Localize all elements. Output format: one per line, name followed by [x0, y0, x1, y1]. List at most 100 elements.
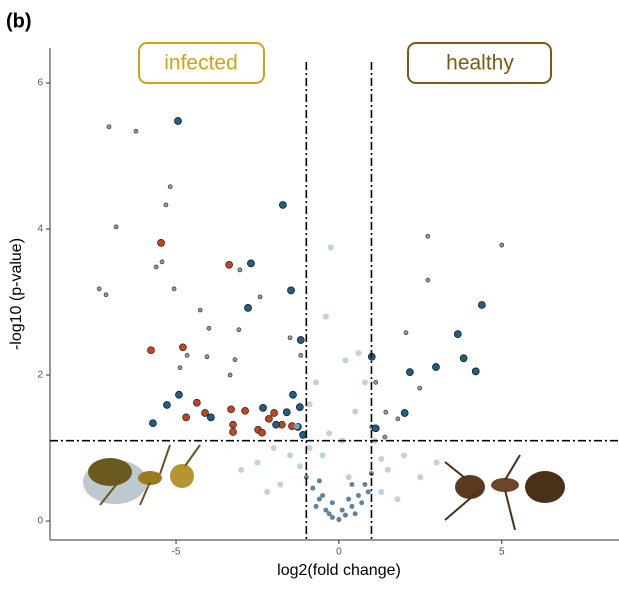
point: [432, 363, 440, 371]
point: [329, 514, 335, 520]
annotation: healthy: [446, 52, 514, 75]
point: [345, 474, 352, 481]
point: [406, 368, 414, 376]
point: [471, 367, 480, 376]
point: [459, 354, 468, 363]
point: [171, 286, 177, 292]
y-axis-label: -log10 (p-value): [8, 238, 25, 350]
point: [270, 445, 277, 452]
point: [425, 277, 431, 283]
point: [225, 260, 233, 269]
point: [355, 350, 362, 357]
point: [342, 357, 349, 364]
point: [241, 406, 249, 415]
x-axis-label: log2(fold change): [277, 562, 401, 579]
point: [395, 416, 401, 422]
point: [362, 482, 368, 488]
point: [295, 403, 304, 411]
point: [401, 452, 408, 459]
point: [201, 409, 209, 417]
point: [323, 507, 329, 513]
point: [197, 307, 203, 313]
point: [382, 434, 388, 440]
point: [163, 401, 171, 409]
point: [371, 424, 380, 433]
point: [287, 452, 294, 459]
point: [326, 430, 333, 437]
point: [147, 346, 155, 355]
point: [394, 496, 401, 503]
point: [270, 409, 278, 417]
point: [264, 488, 271, 495]
point: [352, 408, 359, 415]
point: [174, 117, 182, 125]
y-tick-label: 4: [37, 224, 43, 235]
point: [478, 301, 486, 309]
point: [238, 466, 245, 473]
point: [177, 365, 183, 371]
point: [349, 503, 355, 509]
point: [298, 352, 304, 358]
point: [296, 336, 305, 344]
point: [346, 496, 352, 502]
point: [361, 379, 368, 386]
point: [159, 259, 165, 265]
point: [383, 409, 389, 415]
point: [193, 398, 201, 407]
point: [425, 233, 431, 239]
y-tick-label: 6: [37, 78, 43, 89]
point: [182, 413, 190, 422]
point: [282, 408, 291, 417]
point: [403, 330, 409, 336]
point: [207, 413, 215, 422]
point: [237, 267, 243, 273]
point: [296, 463, 303, 470]
point: [320, 492, 326, 498]
point: [272, 420, 280, 429]
point: [113, 224, 119, 230]
point: [96, 286, 102, 292]
point: [310, 485, 316, 491]
point: [133, 128, 139, 134]
point: [355, 492, 361, 498]
point: [106, 124, 112, 130]
healthy-ant-image: [444, 454, 565, 531]
point: [279, 201, 287, 209]
x-tick-label: 5: [499, 547, 505, 558]
point: [339, 507, 345, 513]
point: [289, 390, 297, 399]
point: [229, 420, 237, 429]
point: [157, 239, 165, 247]
point: [206, 325, 212, 331]
point: [229, 428, 237, 436]
point: [227, 405, 235, 414]
point: [359, 500, 365, 506]
point: [265, 414, 273, 423]
point: [287, 286, 295, 295]
point: [258, 428, 266, 437]
point: [499, 242, 505, 248]
point: [342, 512, 348, 518]
point: [277, 481, 284, 488]
x-tick-label: 0: [336, 547, 342, 558]
point: [378, 455, 385, 462]
point: [149, 419, 157, 428]
point: [303, 474, 309, 480]
x-tick-label: -5: [172, 547, 181, 558]
point: [400, 409, 409, 417]
point: [227, 372, 233, 378]
point: [236, 327, 242, 333]
point: [352, 511, 358, 517]
point: [232, 357, 238, 363]
point: [336, 517, 342, 523]
point: [306, 445, 313, 452]
point: [417, 385, 423, 391]
point: [322, 313, 329, 320]
point: [254, 459, 261, 466]
point: [326, 511, 332, 517]
point: [319, 452, 326, 459]
point: [259, 404, 267, 412]
point: [365, 489, 371, 495]
point: [175, 390, 183, 399]
